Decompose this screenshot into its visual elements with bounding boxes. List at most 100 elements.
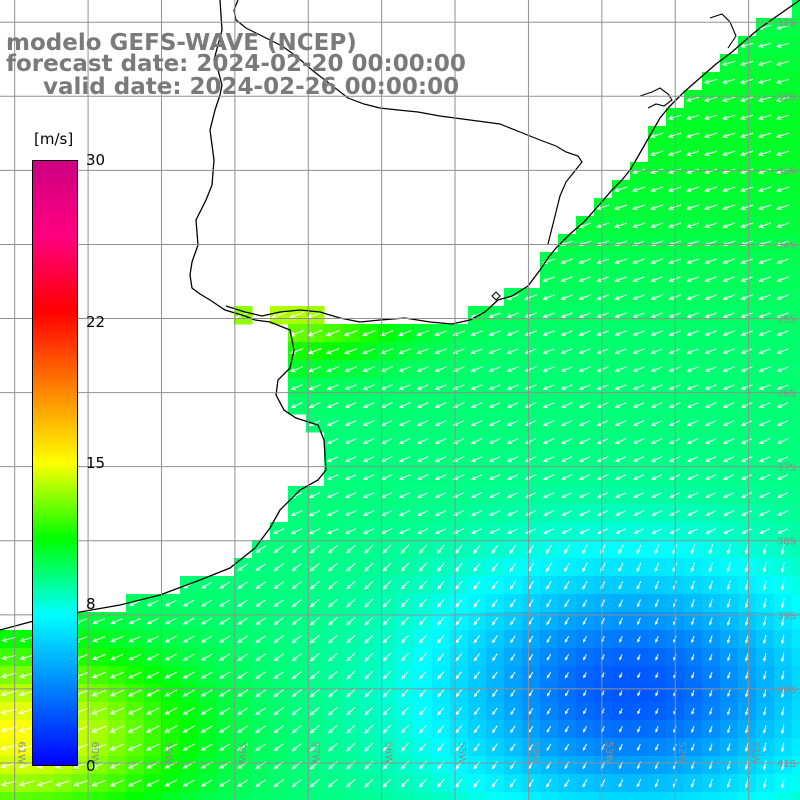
wind-arrow xyxy=(560,312,573,318)
wind-arrow xyxy=(291,599,302,608)
wind-speed-cell xyxy=(792,234,800,253)
wind-arrow xyxy=(364,616,374,626)
wind-arrow xyxy=(614,258,627,264)
wind-arrow xyxy=(740,222,753,228)
wind-arrow xyxy=(362,510,375,516)
wind-arrow xyxy=(91,689,106,697)
wind-arrow xyxy=(721,168,736,174)
wind-arrow xyxy=(776,384,789,390)
wind-arrow xyxy=(546,690,552,697)
wind-arrow xyxy=(473,743,481,752)
wind-arrow xyxy=(740,204,754,210)
wind-arrow xyxy=(345,562,356,572)
wind-arrow xyxy=(703,114,718,120)
wind-arrow xyxy=(434,456,447,462)
wind-arrow xyxy=(758,330,771,336)
wind-arrow xyxy=(578,366,591,372)
wind-arrow xyxy=(455,778,463,788)
wind-arrow xyxy=(614,384,627,390)
wind-arrow xyxy=(109,689,124,697)
wind-arrow xyxy=(237,563,249,571)
wind-speed-cell xyxy=(792,342,800,361)
wind-arrow xyxy=(633,510,645,516)
latitude-labels: 31S 32S 33S 34S 35S 36S 37S 38S 39S 40S 41S xyxy=(777,18,796,770)
wind-arrow xyxy=(545,562,552,573)
wind-arrow xyxy=(0,726,17,733)
wind-arrow xyxy=(400,598,409,608)
wind-arrow xyxy=(343,348,358,355)
wind-arrow xyxy=(506,330,519,336)
wind-arrow xyxy=(578,294,591,300)
wind-arrow xyxy=(560,258,573,264)
wind-arrow xyxy=(455,635,463,644)
wind-arrow xyxy=(542,348,555,354)
wind-arrow xyxy=(686,186,700,192)
wind-arrow xyxy=(596,258,609,264)
wind-arrow xyxy=(596,474,609,480)
wind-arrow xyxy=(346,706,356,716)
wind-arrow xyxy=(473,778,481,788)
wind-arrow xyxy=(419,707,427,716)
wind-arrow xyxy=(146,635,159,643)
wind-arrow xyxy=(326,384,339,390)
wind-arrow xyxy=(686,474,699,480)
wind-arrow xyxy=(721,60,736,66)
wind-arrow xyxy=(364,706,374,716)
wind-arrow xyxy=(255,599,266,607)
wind-arrow xyxy=(637,617,641,626)
wind-arrow xyxy=(218,743,231,751)
wind-arrow xyxy=(704,366,717,372)
wind-speed-cell xyxy=(792,504,800,523)
wind-arrow xyxy=(739,114,754,120)
wind-arrow xyxy=(636,544,642,555)
wind-arrow xyxy=(762,616,767,627)
wind-arrow xyxy=(722,492,735,498)
wind-arrow xyxy=(636,562,642,573)
wind-arrow xyxy=(763,652,767,663)
wind-arrow xyxy=(757,114,772,120)
wind-arrow xyxy=(596,420,609,426)
wind-arrow xyxy=(362,348,376,355)
wind-arrow xyxy=(651,510,663,516)
wind-arrow xyxy=(308,384,321,390)
wind-arrow xyxy=(758,222,771,228)
wind-arrow xyxy=(309,635,320,644)
wind-arrow xyxy=(709,635,713,644)
wind-arrow xyxy=(614,456,627,462)
wind-arrow xyxy=(128,600,141,607)
wind-arrow xyxy=(416,366,429,372)
wind-arrow xyxy=(650,222,663,228)
wind-arrow xyxy=(722,420,735,426)
wind-arrow xyxy=(382,580,392,590)
wind-arrow xyxy=(291,689,302,698)
wind-arrow xyxy=(578,258,591,264)
latitude-label: 34S xyxy=(777,240,796,251)
wind-arrow xyxy=(758,420,771,426)
wind-arrow xyxy=(455,743,463,752)
wind-arrow xyxy=(687,510,699,516)
wind-arrow xyxy=(488,366,501,372)
wind-arrow xyxy=(326,474,339,480)
wind-arrow xyxy=(506,366,519,372)
wind-speed-cell xyxy=(792,252,800,271)
wind-arrow xyxy=(704,348,717,354)
wind-speed-cell xyxy=(738,792,757,800)
wind-arrow xyxy=(327,562,338,572)
wind-speed-cell xyxy=(306,792,325,800)
latitude-label: 39S xyxy=(777,611,796,622)
wind-arrow xyxy=(745,725,749,734)
wind-arrow xyxy=(542,492,555,498)
wind-arrow xyxy=(145,725,160,733)
wind-arrow xyxy=(416,474,429,480)
wind-arrow xyxy=(455,671,463,680)
wind-arrow xyxy=(436,778,445,788)
wind-speed-cell xyxy=(0,792,19,800)
wind-speed-cell xyxy=(792,396,800,415)
wind-arrow xyxy=(636,599,641,608)
wind-arrow xyxy=(327,635,338,644)
wind-arrow xyxy=(436,580,445,590)
wind-arrow xyxy=(0,672,17,679)
lagoon-upper-path xyxy=(709,13,737,49)
wind-arrow xyxy=(704,294,717,300)
